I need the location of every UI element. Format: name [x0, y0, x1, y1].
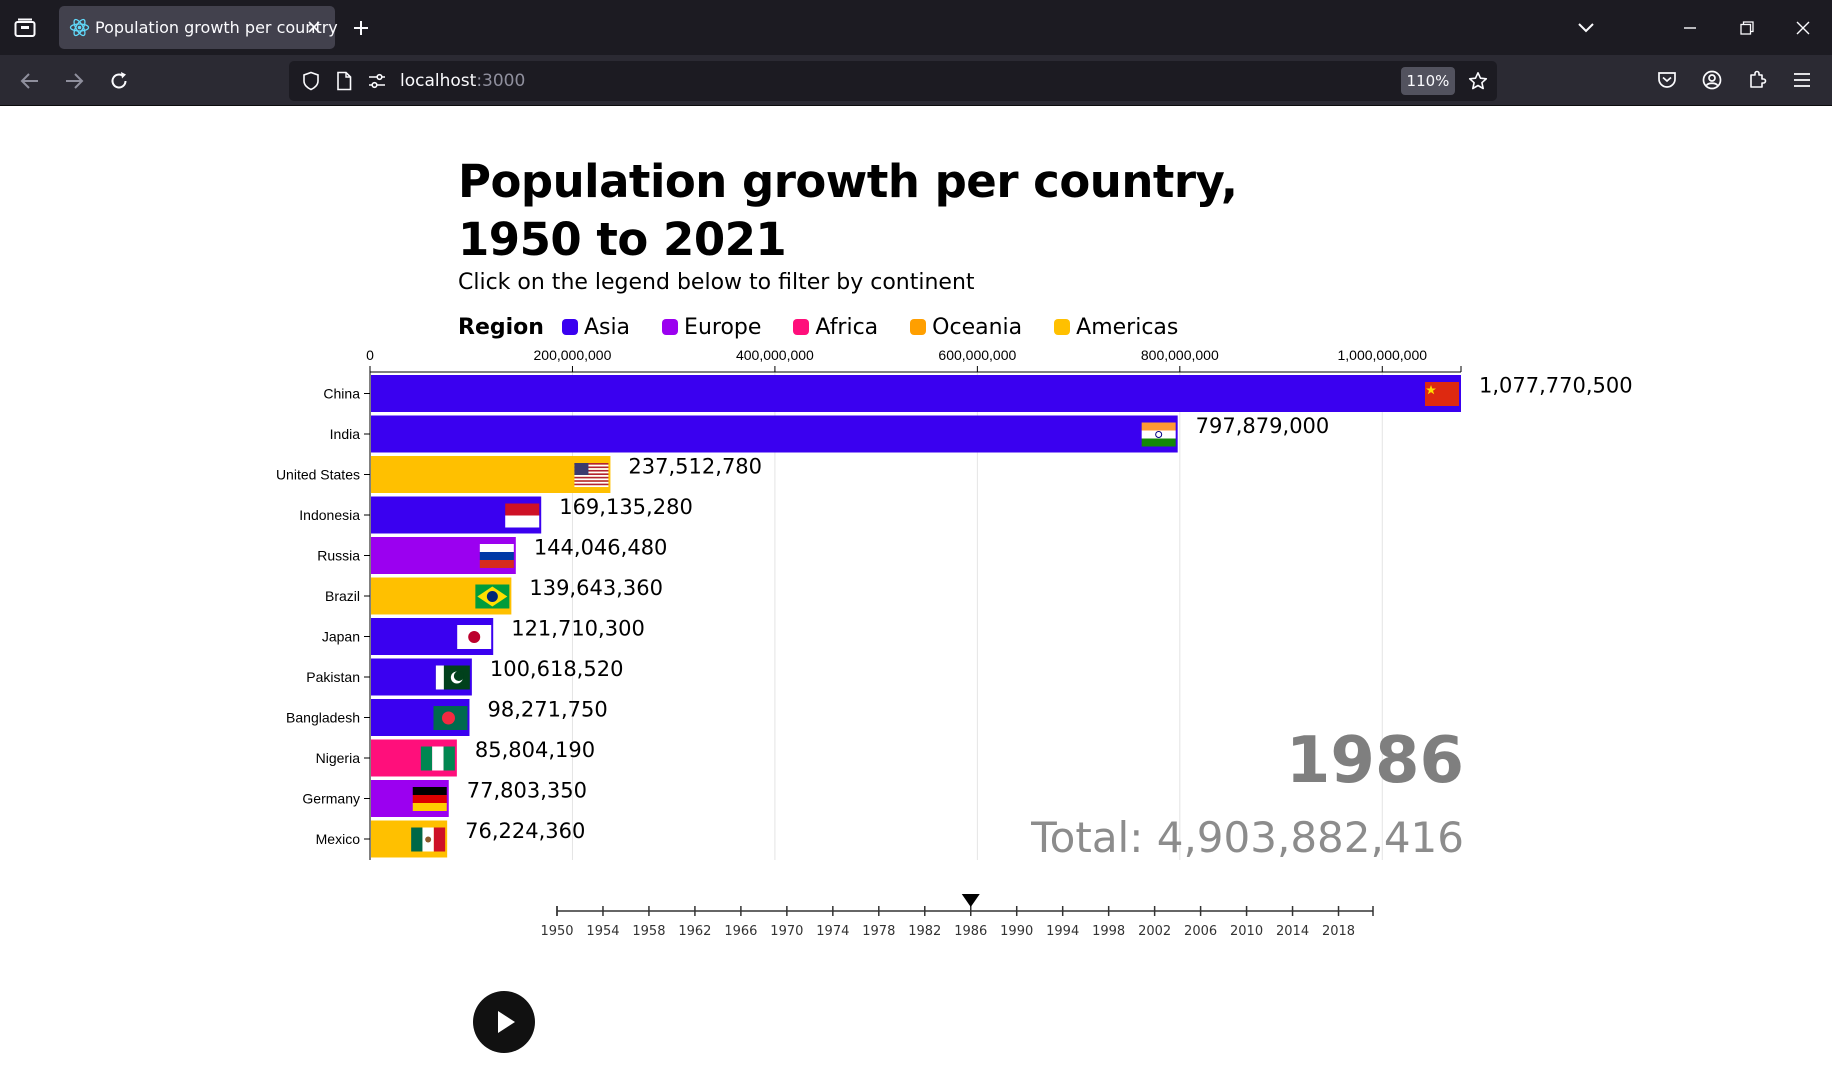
legend-item-europe[interactable]: Europe — [662, 315, 761, 340]
account-icon[interactable] — [1700, 68, 1724, 92]
category-label: China — [323, 386, 360, 402]
value-label: 144,046,480 — [534, 536, 668, 560]
legend-swatch — [662, 319, 679, 335]
category-label: Indonesia — [299, 507, 360, 523]
close-window-icon[interactable] — [1791, 16, 1815, 40]
bangladesh-flag-icon — [433, 706, 468, 730]
legend-swatch — [1054, 319, 1071, 335]
value-label: 797,879,000 — [1196, 414, 1330, 438]
value-label: 1,077,770,500 — [1479, 374, 1633, 398]
legend-swatch — [561, 319, 578, 335]
x-tick-label: 800,000,000 — [1141, 347, 1219, 363]
total-population-label: Total: 4,903,882,416 — [1031, 813, 1464, 862]
japan-flag-icon — [457, 625, 492, 649]
value-label: 85,804,190 — [475, 738, 595, 762]
category-label: United States — [276, 467, 360, 483]
bookmark-star-icon[interactable] — [1466, 69, 1490, 93]
url-host: localhost — [400, 71, 477, 91]
play-icon — [498, 1011, 515, 1033]
menu-hamburger-icon[interactable] — [1790, 68, 1814, 92]
mexico-flag-icon — [411, 827, 446, 852]
germany-flag-icon — [412, 787, 447, 811]
tab-close-icon[interactable] — [303, 16, 325, 38]
minimize-icon[interactable] — [1678, 16, 1702, 40]
value-label: 100,618,520 — [490, 657, 624, 681]
value-label: 98,271,750 — [487, 698, 607, 722]
x-tick-label: 600,000,000 — [938, 347, 1016, 363]
legend-swatch — [793, 319, 810, 335]
back-icon[interactable] — [17, 68, 43, 94]
bar-china — [371, 375, 1461, 412]
category-label: Nigeria — [316, 750, 361, 766]
legend-item-asia[interactable]: Asia — [561, 314, 631, 340]
restore-icon[interactable] — [1735, 16, 1759, 40]
page-content: Population growth per country, 1950 to 2… — [0, 107, 1832, 1080]
value-label: 76,224,360 — [465, 819, 585, 843]
url-text[interactable]: localhost:3000 — [400, 71, 525, 91]
pakistan-flag-icon — [435, 665, 470, 690]
category-label: Bangladesh — [286, 710, 360, 726]
value-label: 77,803,350 — [467, 779, 587, 803]
category-label: Germany — [302, 791, 360, 807]
value-label: 139,643,360 — [529, 576, 663, 600]
current-year-label: 1986 — [1285, 724, 1464, 798]
legend-label: Africa — [815, 314, 879, 340]
population-bar-chart: 0 200,000,000 400,000,000 600,000,000 800,00… — [276, 347, 1633, 860]
category-label: Japan — [322, 629, 360, 645]
forward-icon[interactable] — [61, 68, 87, 94]
tab-active[interactable]: Population growth per country — [59, 6, 338, 49]
url-port: :3000 — [476, 71, 526, 91]
page-info-icon[interactable] — [332, 69, 356, 93]
page-subtitle: Click on the legend below to filter by c… — [458, 270, 975, 295]
tab-title: Population growth per country — [95, 18, 338, 37]
legend-item-africa[interactable]: Africa — [793, 315, 878, 340]
value-label: 169,135,280 — [559, 495, 693, 519]
x-tick-label: 0 — [366, 347, 374, 363]
tracking-shield-icon[interactable] — [299, 69, 323, 93]
x-tick-label: 400,000,000 — [736, 347, 814, 363]
india-flag-icon — [1141, 422, 1176, 447]
play-button[interactable] — [473, 991, 535, 1053]
legend-swatch — [910, 319, 927, 335]
category-label: Russia — [317, 548, 360, 564]
nigeria-flag-icon — [420, 746, 455, 771]
x-tick-label: 200,000,000 — [534, 347, 612, 363]
tab-strip: Population growth per country — [0, 0, 1832, 55]
usa-flag-icon — [574, 463, 609, 488]
url-bar[interactable]: localhost:3000 110% — [289, 61, 1497, 101]
tab-list-chevron-icon[interactable] — [1574, 16, 1598, 40]
bar-united-states — [371, 456, 611, 493]
value-label: 121,710,300 — [511, 617, 645, 641]
china-flag-icon — [1425, 382, 1459, 406]
category-label: Mexico — [316, 831, 361, 847]
reload-icon[interactable] — [106, 68, 132, 94]
legend-label: Europe — [684, 314, 762, 340]
extensions-icon[interactable] — [1745, 68, 1769, 92]
pocket-icon[interactable] — [1655, 68, 1679, 92]
category-label: Brazil — [325, 588, 360, 604]
brazil-flag-icon — [475, 584, 510, 609]
value-label: 237,512,780 — [628, 455, 762, 479]
region-legend: Region Asia Europe Africa Oceania Americ… — [458, 312, 1210, 342]
indonesia-flag-icon — [505, 503, 540, 528]
bar-india — [371, 415, 1178, 453]
new-tab-icon[interactable] — [350, 17, 372, 39]
russia-flag-icon — [479, 544, 514, 568]
react-favicon-icon — [69, 17, 90, 38]
legend-label: Asia — [583, 314, 631, 340]
legend-title: Region — [458, 314, 544, 340]
permissions-icon[interactable] — [365, 69, 389, 93]
navigation-toolbar: localhost:3000 110% — [0, 55, 1832, 106]
legend-item-oceania[interactable]: Oceania — [910, 315, 1022, 340]
firefox-view-icon[interactable] — [12, 16, 38, 40]
page-title: Population growth per country, 1950 to 2… — [458, 155, 1238, 266]
legend-item-americas[interactable]: Americas — [1054, 315, 1178, 340]
legend-label: Oceania — [932, 314, 1023, 340]
legend-label: Americas — [1076, 314, 1179, 340]
zoom-level-badge[interactable]: 110% — [1401, 67, 1455, 95]
category-label: India — [330, 426, 361, 442]
category-label: Pakistan — [306, 669, 360, 685]
x-tick-label: 1,000,000,000 — [1338, 347, 1428, 363]
